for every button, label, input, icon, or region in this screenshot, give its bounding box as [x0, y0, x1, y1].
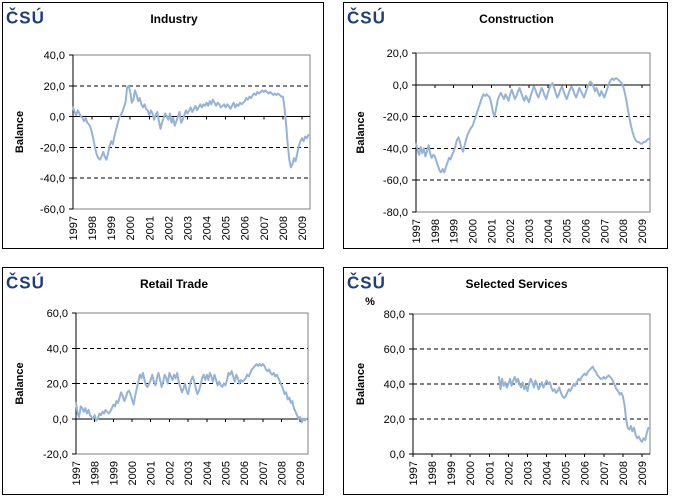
chart-panel-industry: 40,0 20,0 0,0 -20,0 -40,0 -60,0 1997 1998 1999 20…: [2, 2, 324, 249]
svg-text:60,0: 60,0: [47, 308, 68, 320]
svg-text:2003: 2003: [183, 461, 195, 485]
svg-text:Balance: Balance: [14, 362, 26, 404]
svg-text:40,0: 40,0: [44, 50, 65, 62]
svg-text:%: %: [365, 296, 375, 308]
svg-text:80,0: 80,0: [384, 309, 405, 321]
svg-text:-60,0: -60,0: [40, 204, 65, 216]
svg-text:-20,0: -20,0: [383, 112, 408, 124]
svg-text:-20,0: -20,0: [43, 449, 68, 461]
svg-text:2007: 2007: [258, 461, 270, 485]
svg-text:2004: 2004: [202, 461, 214, 485]
svg-text:Balance: Balance: [355, 363, 367, 405]
svg-text:2005: 2005: [220, 461, 232, 485]
svg-text:1997: 1997: [411, 219, 423, 243]
chart-title-selected-services: Selected Services: [465, 277, 568, 291]
svg-text:2009: 2009: [297, 216, 309, 240]
svg-text:-20,0: -20,0: [40, 142, 65, 154]
svg-text:2000: 2000: [465, 461, 477, 485]
svg-text:60,0: 60,0: [384, 344, 405, 356]
svg-text:2004: 2004: [543, 219, 555, 243]
svg-text:1998: 1998: [427, 461, 439, 485]
svg-text:1999: 1999: [108, 461, 120, 485]
svg-text:-40,0: -40,0: [383, 143, 408, 155]
svg-text:40,0: 40,0: [384, 379, 405, 391]
svg-text:2008: 2008: [276, 461, 288, 485]
svg-text:2007: 2007: [599, 461, 611, 485]
svg-text:2005: 2005: [561, 461, 573, 485]
svg-text:2003: 2003: [522, 461, 534, 485]
csu-logo: ČSÚ: [347, 272, 386, 293]
csu-logo: ČSÚ: [347, 7, 386, 28]
svg-text:20,0: 20,0: [384, 414, 405, 426]
svg-text:2007: 2007: [259, 216, 271, 240]
svg-text:2001: 2001: [146, 461, 158, 485]
svg-text:2000: 2000: [127, 461, 139, 485]
svg-text:2002: 2002: [164, 461, 176, 485]
svg-text:2006: 2006: [581, 219, 593, 243]
svg-text:1998: 1998: [430, 219, 442, 243]
svg-text:2002: 2002: [505, 219, 517, 243]
svg-text:20,0: 20,0: [47, 379, 68, 391]
svg-text:2006: 2006: [580, 461, 592, 485]
svg-text:2000: 2000: [468, 219, 480, 243]
svg-text:1998: 1998: [90, 461, 102, 485]
svg-text:1998: 1998: [87, 216, 99, 240]
chart-title-construction: Construction: [479, 12, 554, 26]
svg-text:-40,0: -40,0: [40, 173, 65, 185]
svg-text:1999: 1999: [106, 216, 118, 240]
svg-text:40,0: 40,0: [47, 343, 68, 355]
chart-panel-construction: 20,0 0,0 -20,0 -40,0 -60,0 -80,0 1997 1998 1999 2…: [343, 2, 668, 249]
svg-text:2007: 2007: [599, 219, 611, 243]
svg-text:2005: 2005: [221, 216, 233, 240]
svg-text:1999: 1999: [446, 461, 458, 485]
chart-title-retail-trade: Retail Trade: [139, 277, 209, 291]
svg-text:2001: 2001: [484, 461, 496, 485]
svg-text:2004: 2004: [202, 216, 214, 240]
svg-text:20,0: 20,0: [44, 81, 65, 93]
svg-text:2004: 2004: [542, 461, 554, 485]
chart-panel-retail-trade: 60,0 40,0 20,0 0,0 -20,0 1997 1998 1999 2000 2001…: [2, 267, 324, 495]
svg-text:0,0: 0,0: [393, 80, 408, 92]
svg-text:2009: 2009: [637, 461, 649, 485]
csu-logo: ČSÚ: [6, 7, 45, 28]
svg-text:1997: 1997: [408, 461, 420, 485]
svg-text:2009: 2009: [295, 461, 307, 485]
csu-logo: ČSÚ: [6, 272, 45, 293]
svg-text:2008: 2008: [278, 216, 290, 240]
svg-text:2001: 2001: [144, 216, 156, 240]
svg-text:20,0: 20,0: [387, 48, 408, 60]
svg-text:2008: 2008: [618, 461, 630, 485]
svg-text:2009: 2009: [637, 219, 649, 243]
svg-text:2002: 2002: [503, 461, 515, 485]
chart-title-industry: Industry: [150, 12, 198, 26]
svg-text:2006: 2006: [239, 461, 251, 485]
svg-text:-80,0: -80,0: [383, 207, 408, 219]
svg-text:2003: 2003: [182, 216, 194, 240]
svg-text:1997: 1997: [68, 216, 80, 240]
svg-text:2005: 2005: [562, 219, 574, 243]
svg-text:2001: 2001: [486, 219, 498, 243]
svg-text:2000: 2000: [125, 216, 137, 240]
svg-text:1997: 1997: [71, 461, 83, 485]
svg-text:-60,0: -60,0: [383, 175, 408, 187]
svg-text:0,0: 0,0: [50, 112, 65, 124]
chart-panel-selected-services: 80,0 60,0 40,0 20,0 0,0 1997 1998 1999 2000 2001 2…: [343, 267, 668, 495]
svg-text:Balance: Balance: [355, 111, 367, 153]
svg-text:2008: 2008: [618, 219, 630, 243]
svg-text:Balance: Balance: [14, 111, 26, 153]
svg-text:0,0: 0,0: [53, 414, 68, 426]
svg-text:2006: 2006: [240, 216, 252, 240]
svg-text:2002: 2002: [163, 216, 175, 240]
svg-text:2003: 2003: [524, 219, 536, 243]
svg-text:0,0: 0,0: [390, 449, 405, 461]
svg-text:1999: 1999: [449, 219, 461, 243]
